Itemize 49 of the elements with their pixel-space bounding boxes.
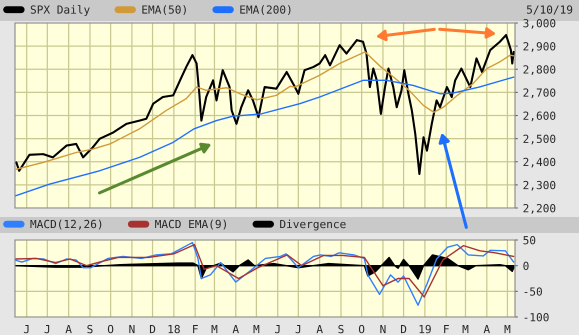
x-tick-label: O [358,324,364,334]
y-tick-label: 2,800 [523,65,556,76]
y-tick-label: -100 [524,313,549,322]
y-tick-label: 3,000 [523,19,556,29]
line-series [15,242,514,306]
x-tick-label: A [316,325,323,334]
x-tick-label: N [129,325,135,334]
x-tick-label: M [504,325,510,334]
x-tick-label: F [193,325,198,334]
y-tick-label: 2,400 [523,158,556,168]
x-tick-label: F [444,325,449,334]
x-tick-label: O [108,324,114,334]
legend-label: MACD EMA(9) [155,220,226,230]
legend-label: EMA(50) [142,5,186,16]
legend-label: EMA(200) [240,5,290,16]
text: 5/10/19 [526,5,572,15]
x-tick-label: J [24,325,29,334]
x-tick-label: D [400,325,406,334]
legend-label: SPX Daily [30,5,90,16]
legend-label: Divergence [280,220,346,230]
x-tick-label: M [462,325,468,334]
x-tick-label: 18 [168,324,180,334]
y-tick-label: 2,500 [523,134,556,144]
line-series [15,76,514,197]
x-tick-label: A [484,325,490,334]
x-tick-label: N [380,325,386,334]
x-tick-label: S [87,324,93,334]
x-tick-label: D [150,325,156,334]
x-tick-label: M [212,325,218,334]
y-tick-label: 0 [523,262,529,270]
y-tick-label: -50 [524,287,542,296]
y-tick-label: 50 [523,236,536,244]
x-tick-label: J [274,325,280,334]
x-tick-label: A [66,325,72,334]
x-tick-label: J [44,325,50,334]
y-tick-label: 2,200 [523,204,556,214]
x-tick-label: S [338,324,344,334]
line-series [16,51,514,170]
line-series [15,244,514,298]
y-tick-label: 2,300 [523,180,556,191]
x-tick-label: A [232,325,239,334]
x-tick-label: J [296,325,300,334]
legend-label: MACD(12,26) [30,220,102,230]
y-tick-label: 2,600 [523,112,556,122]
x-tick-label: 19 [420,324,431,334]
line-series [15,34,515,176]
x-tick-label: M [254,325,260,334]
y-tick-label: 2,900 [523,42,556,52]
y-tick-label: 2,700 [523,88,556,98]
